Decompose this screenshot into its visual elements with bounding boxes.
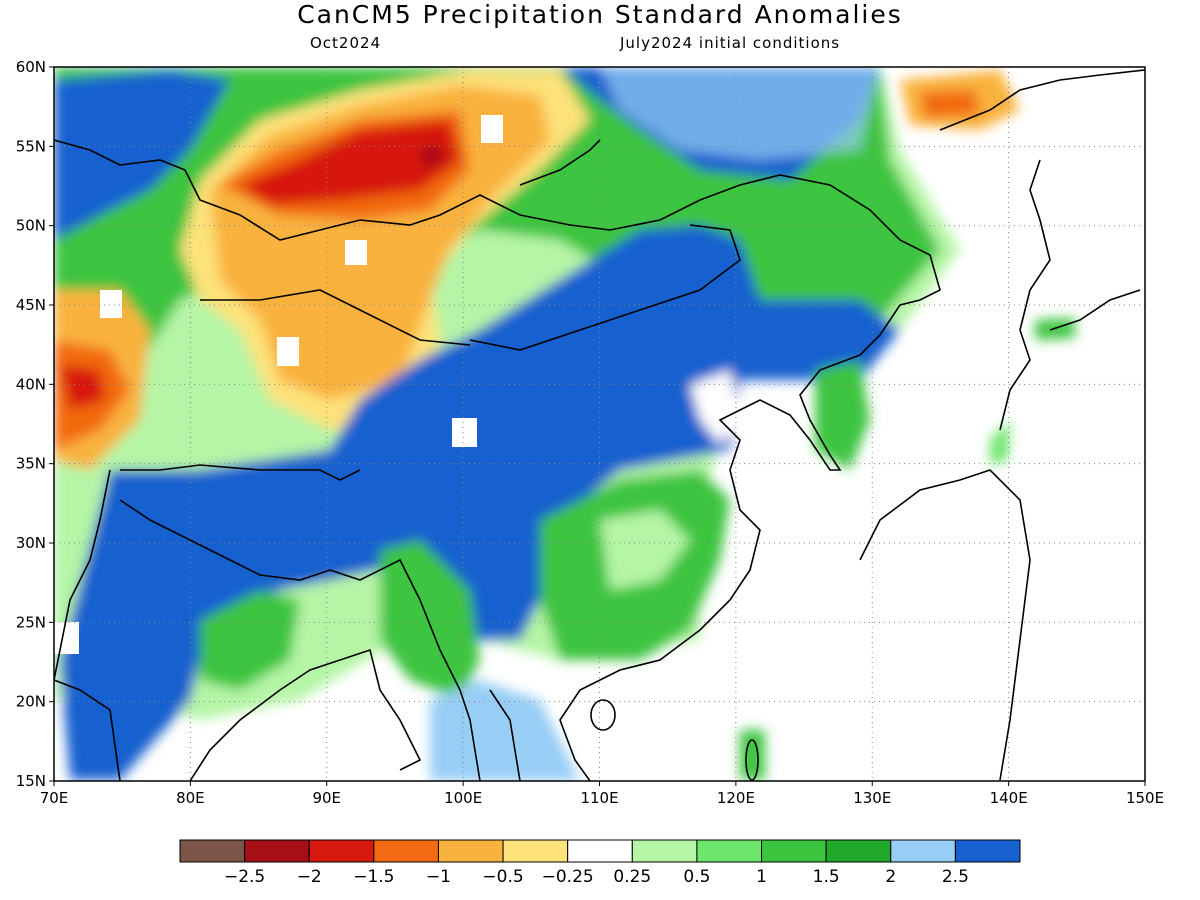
lon-tick-label: 90E (312, 789, 341, 807)
lat-tick-label: 60N (16, 58, 46, 76)
colorbar-label: −0.25 (542, 867, 594, 887)
lat-tick-label: 30N (16, 534, 46, 552)
colorbar-swatch (761, 839, 827, 863)
colorbar-label: −2 (297, 867, 322, 887)
colorbar-swatch (890, 839, 956, 863)
colorbar-swatch (244, 839, 310, 863)
colorbar-swatch (567, 839, 633, 863)
lat-tick-label: 15N (16, 772, 46, 790)
lon-tick-label: 150E (1126, 789, 1164, 807)
forecast-month: Oct2024 (310, 34, 382, 52)
colorbar-swatch (179, 839, 246, 863)
lat-tick-label: 50N (16, 217, 46, 235)
colorbar-label: 1.5 (813, 867, 840, 887)
colorbar: −2.5 −2 −1.5 −1 −0.5 −0.25 0.25 0.5 1 1.5 2 2.5 (179, 839, 1021, 887)
lon-tick-label: 80E (176, 789, 205, 807)
lat-tick-label: 25N (16, 613, 46, 631)
map-title: CanCM5 Precipitation Standard Anomalies (297, 0, 903, 29)
colorbar-label: −1.5 (353, 867, 394, 887)
colorbar-swatch (373, 839, 439, 863)
colorbar-label: −1 (426, 867, 451, 887)
anomaly-field (54, 67, 1145, 781)
colorbar-label: 0.5 (683, 867, 710, 887)
coastlines (54, 69, 1145, 781)
colorbar-label: 1 (756, 867, 767, 887)
colorbar-label: −0.5 (482, 867, 523, 887)
lon-tick-label: 120E (717, 789, 755, 807)
lon-tick-label: 100E (444, 789, 482, 807)
lon-tick-label: 130E (853, 789, 891, 807)
axis-ticks: 70E 80E 90E 100E 110E 120E 130E 140E 150E 15N 20N 2… (16, 58, 1164, 807)
colorbar-swatch (825, 839, 892, 863)
lat-tick-label: 20N (16, 693, 46, 711)
colorbar-swatch (437, 839, 504, 863)
lat-tick-label: 55N (16, 137, 46, 155)
colorbar-swatch (631, 839, 698, 863)
colorbar-swatch (308, 839, 375, 863)
colorbar-swatch (954, 839, 1021, 863)
colorbar-swatch (502, 839, 569, 863)
colorbar-label: 0.25 (613, 867, 651, 887)
lon-tick-label: 110E (580, 789, 618, 807)
colorbar-swatch (696, 839, 763, 863)
lon-tick-label: 70E (40, 789, 69, 807)
lat-tick-label: 35N (16, 455, 46, 473)
lon-tick-label: 140E (990, 789, 1028, 807)
graticule (54, 67, 1145, 781)
colorbar-label: 2 (885, 867, 896, 887)
colorbar-label: −2.5 (224, 867, 265, 887)
lat-tick-label: 40N (16, 375, 46, 393)
colorbar-label: 2.5 (942, 867, 969, 887)
lat-tick-label: 45N (16, 296, 46, 314)
initial-conditions: July2024 initial conditions (620, 34, 841, 52)
